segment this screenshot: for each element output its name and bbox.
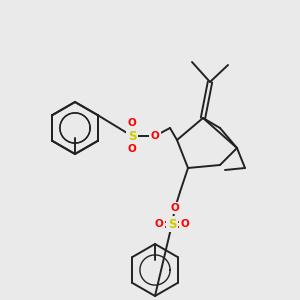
Text: S: S — [128, 130, 136, 142]
Text: O: O — [151, 131, 159, 141]
Text: O: O — [128, 144, 136, 154]
Text: S: S — [168, 218, 176, 230]
Text: O: O — [181, 219, 189, 229]
Text: O: O — [154, 219, 164, 229]
Text: O: O — [128, 118, 136, 128]
Text: O: O — [171, 203, 179, 213]
